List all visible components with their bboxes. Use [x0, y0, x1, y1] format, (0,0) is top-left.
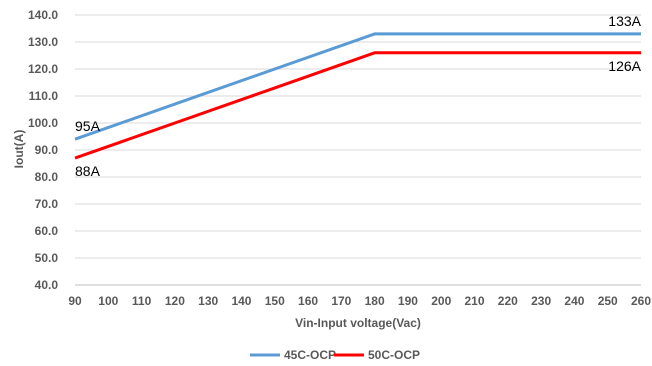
y-tick-label: 100.0 [28, 116, 58, 130]
data-label: 95A [75, 118, 101, 134]
y-tick-label: 140.0 [28, 8, 58, 22]
series-line-45C-OCP [74, 32, 641, 141]
y-axis: 40.0 50.0 60.0 70.0 80.0 90.0 100.0 110.0 120.0 1… [28, 8, 58, 292]
x-tick-label: 110 [132, 294, 152, 308]
x-tick-label: 230 [531, 294, 551, 308]
x-tick-label: 170 [331, 294, 351, 308]
x-tick-label: 90 [68, 294, 82, 308]
y-tick-label: 70.0 [35, 197, 59, 211]
y-tick-label: 60.0 [35, 224, 59, 238]
x-tick-label: 200 [431, 294, 451, 308]
data-label: 126A [608, 58, 641, 74]
y-tick-label: 110.0 [29, 89, 59, 103]
x-tick-label: 260 [631, 294, 651, 308]
y-axis-title: Iout(A) [12, 130, 26, 169]
legend-label: 45C-OCP [284, 348, 336, 362]
y-tick-label: 120.0 [28, 62, 58, 76]
x-tick-label: 210 [465, 294, 485, 308]
x-tick-label: 180 [365, 294, 385, 308]
y-tick-label: 50.0 [35, 251, 59, 265]
legend: 45C-OCP 50C-OCP [250, 348, 420, 362]
x-axis-title: Vin-Input voltage(Vac) [295, 316, 421, 330]
x-tick-label: 220 [498, 294, 518, 308]
x-tick-label: 160 [298, 294, 318, 308]
x-tick-label: 150 [265, 294, 285, 308]
y-tick-label: 90.0 [35, 143, 59, 157]
x-tick-label: 130 [198, 294, 218, 308]
y-tick-label: 40.0 [35, 278, 59, 292]
x-tick-label: 120 [165, 294, 185, 308]
x-tick-label: 140 [231, 294, 251, 308]
data-label: 88A [75, 163, 101, 179]
series-line-50C-OCP [74, 51, 641, 160]
annotations: 95A 88A 133A 126A [75, 13, 642, 179]
x-axis: 90 100 110 120 130 140 150 160 170 180 190 200 210 22… [68, 294, 651, 308]
x-tick-label: 240 [564, 294, 584, 308]
x-tick-label: 250 [598, 294, 618, 308]
y-tick-label: 80.0 [35, 170, 59, 184]
y-tick-label: 130.0 [28, 35, 58, 49]
x-tick-label: 190 [398, 294, 418, 308]
legend-label: 50C-OCP [368, 348, 420, 362]
data-label: 133A [608, 13, 641, 29]
x-tick-label: 100 [98, 294, 118, 308]
series-lines [74, 32, 641, 160]
grid [75, 14, 641, 286]
